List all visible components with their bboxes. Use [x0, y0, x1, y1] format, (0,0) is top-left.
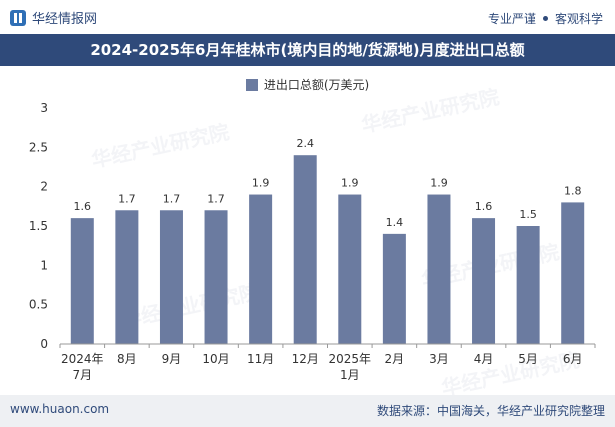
y-tick-label: 2.5 [29, 140, 48, 154]
bar[interactable] [338, 194, 362, 344]
x-tick-label: 2025年 1月 [329, 352, 372, 382]
data-label: 1.9 [430, 177, 448, 190]
data-label: 1.4 [386, 216, 404, 229]
bar[interactable] [561, 202, 585, 344]
chart-title: 2024-2025年6月年桂林市(境内目的地/货源地)月度进出口总额 [90, 41, 525, 59]
bar[interactable] [70, 218, 94, 344]
data-label: 1.9 [252, 177, 270, 190]
logo-icon [10, 9, 26, 26]
footer-source: 数据来源：中国海关，华经产业研究院整理 [376, 404, 605, 418]
x-tick-label: 5月 [518, 352, 538, 366]
tag-professional: 专业严谨 [487, 12, 536, 26]
x-tick-label: 11月 [247, 352, 274, 366]
data-label: 1.9 [341, 177, 359, 190]
slogan-tags: 专业严谨 客观科学 [488, 10, 603, 27]
footer-url[interactable]: www.huaon.com [10, 402, 110, 416]
data-label: 1.7 [118, 192, 136, 205]
x-tick-label: 12月 [292, 352, 319, 366]
x-tick-label: 9月 [162, 352, 182, 366]
y-tick-label: 1 [40, 258, 48, 272]
x-tick-label: 10月 [202, 352, 229, 366]
legend-label: 进出口总额(万美元) [263, 78, 370, 92]
brand[interactable]: 华经情报网 [10, 8, 97, 27]
x-tick-label: 6月 [563, 352, 583, 366]
x-tick-label: 3月 [429, 352, 449, 366]
bar[interactable] [204, 210, 228, 344]
bars [70, 155, 585, 344]
y-tick-label: 1.5 [29, 219, 48, 233]
x-tick-label: 2月 [385, 352, 405, 366]
data-labels: 1.6 1.7 1.7 1.7 1.9 2.4 1.9 1.4 1.9 1.6 1.5 1.8 [74, 137, 582, 229]
legend: 进出口总额(万美元) [0, 76, 615, 93]
legend-swatch [245, 78, 258, 91]
bar[interactable] [249, 194, 273, 344]
bar-chart: 00.511.522.53 1.61.7 1.7 1.71.92.41.91.41.… [29, 101, 596, 382]
brand-name: 华经情报网 [32, 12, 98, 27]
y-tick-label: 2 [40, 180, 48, 194]
top-bar: 华经情报网 专业严谨 客观科学 [0, 0, 615, 34]
y-axis: 0 0.5 1 1.5 2 2.5 3 [29, 101, 48, 351]
bar[interactable] [516, 226, 540, 344]
bar[interactable] [115, 210, 139, 344]
data-label: 1.6 [475, 200, 493, 213]
footer: www.huaon.com 数据来源：中国海关，华经产业研究院整理 [0, 395, 615, 427]
title-bar: 2024-2025年6月年桂林市(境内目的地/货源地)月度进出口总额 [0, 34, 615, 66]
x-axis: 2024年 7月 8月 9月 10月 11月 12月 2025年 1月 2月 3月 4月 5月 6月 [59, 343, 596, 382]
data-label: 1.5 [519, 208, 537, 221]
x-tick-label: 8月 [117, 352, 137, 366]
y-tick-label: 3 [40, 101, 48, 115]
bar[interactable] [427, 194, 451, 344]
bar[interactable] [293, 155, 317, 344]
x-tick-label: 2024年 7月 [61, 352, 104, 382]
data-label: 1.7 [163, 192, 181, 205]
y-tick-label: 0 [40, 337, 48, 351]
bar[interactable] [382, 233, 406, 344]
data-label: 1.7 [207, 192, 225, 205]
data-label: 1.8 [564, 184, 582, 197]
data-label: 2.4 [296, 137, 314, 150]
x-tick-label: 4月 [474, 352, 494, 366]
dot-separator-icon [542, 16, 548, 21]
bar[interactable] [472, 218, 496, 344]
bar[interactable] [159, 210, 183, 344]
y-tick-label: 0.5 [29, 298, 48, 312]
tag-objective: 客观科学 [554, 12, 603, 26]
data-label: 1.6 [74, 200, 92, 213]
